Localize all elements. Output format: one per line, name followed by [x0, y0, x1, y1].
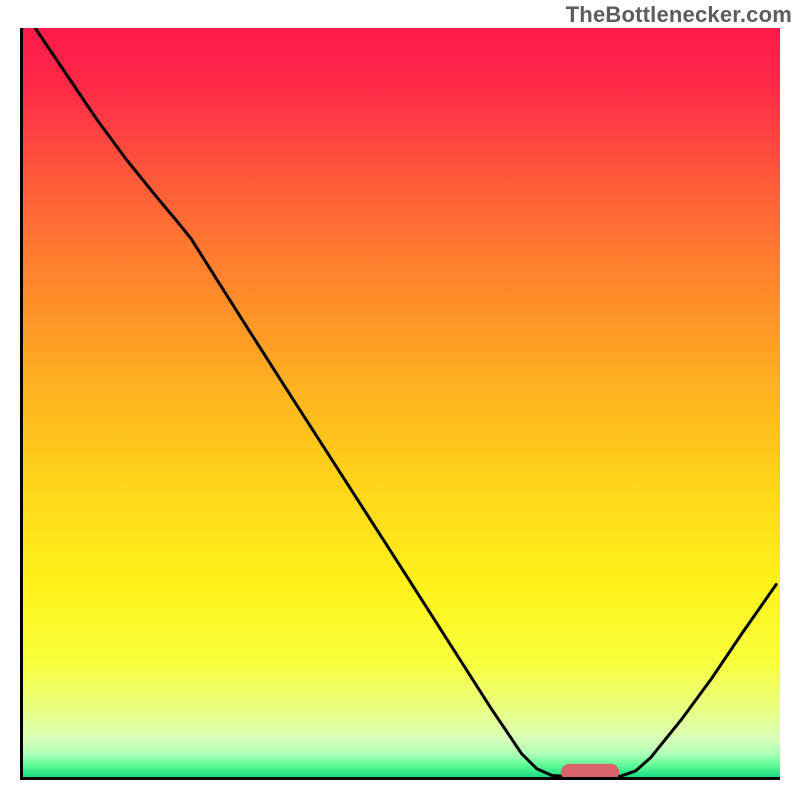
x-axis — [20, 777, 780, 780]
watermark-text: TheBottlenecker.com — [566, 2, 792, 28]
y-axis — [20, 28, 23, 780]
plot-area — [20, 28, 780, 780]
chart-container: TheBottlenecker.com — [0, 0, 800, 800]
bottleneck-curve — [20, 28, 780, 780]
